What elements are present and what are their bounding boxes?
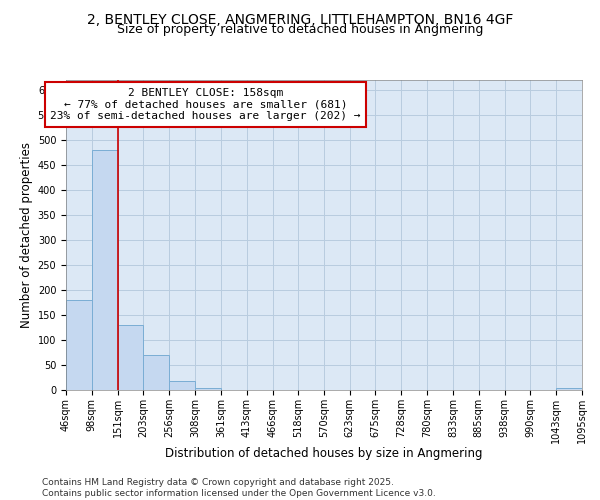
Bar [556,388,582,390]
Bar [143,355,169,390]
Bar [118,325,143,390]
Bar [195,388,221,390]
Text: 2 BENTLEY CLOSE: 158sqm
← 77% of detached houses are smaller (681)
23% of semi-d: 2 BENTLEY CLOSE: 158sqm ← 77% of detache… [50,88,361,121]
Bar [66,300,92,390]
Text: Contains HM Land Registry data © Crown copyright and database right 2025.
Contai: Contains HM Land Registry data © Crown c… [42,478,436,498]
Text: Size of property relative to detached houses in Angmering: Size of property relative to detached ho… [117,22,483,36]
X-axis label: Distribution of detached houses by size in Angmering: Distribution of detached houses by size … [165,447,483,460]
Y-axis label: Number of detached properties: Number of detached properties [20,142,34,328]
Bar [169,381,195,390]
Bar [92,150,118,390]
Text: 2, BENTLEY CLOSE, ANGMERING, LITTLEHAMPTON, BN16 4GF: 2, BENTLEY CLOSE, ANGMERING, LITTLEHAMPT… [87,12,513,26]
